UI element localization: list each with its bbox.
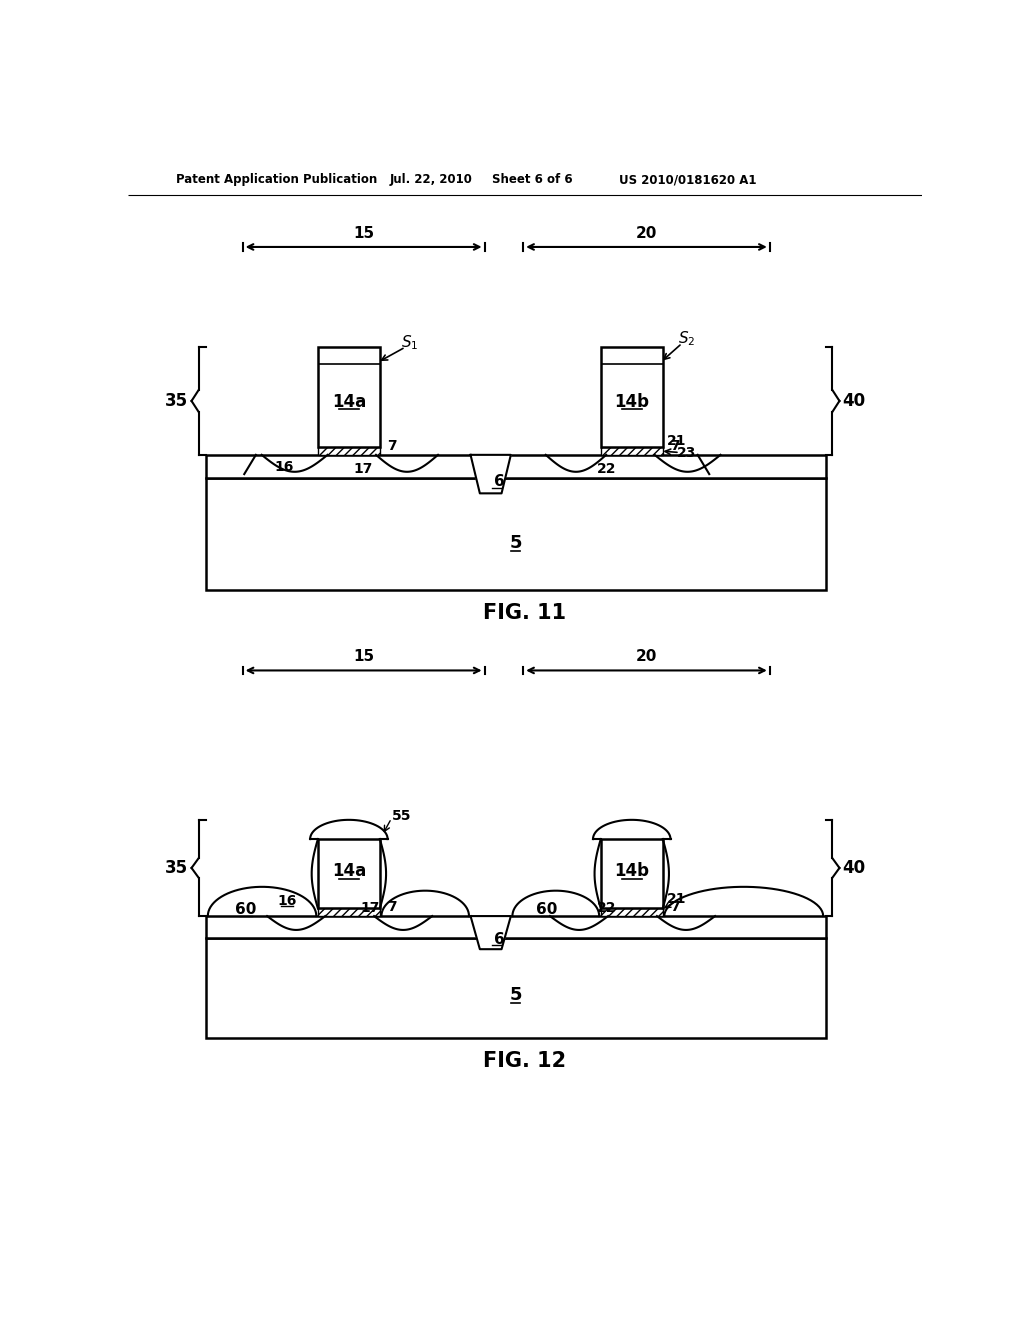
Bar	[601, 447, 663, 455]
Text: 17: 17	[360, 902, 380, 915]
Text: 20: 20	[636, 226, 657, 240]
Text: 16: 16	[278, 895, 297, 908]
Text: 7: 7	[388, 900, 397, 913]
Bar	[317, 840, 380, 908]
Text: Sheet 6 of 6: Sheet 6 of 6	[493, 173, 572, 186]
Text: 60: 60	[537, 903, 558, 917]
Bar	[601, 840, 663, 908]
Text: 60: 60	[236, 903, 256, 917]
Text: 17: 17	[353, 462, 373, 475]
Text: 40: 40	[843, 859, 865, 876]
Text: 16: 16	[274, 461, 294, 474]
Text: Patent Application Publication: Patent Application Publication	[176, 173, 377, 186]
Polygon shape	[471, 916, 511, 949]
Text: 7: 7	[671, 900, 680, 913]
Bar	[601, 908, 663, 916]
Text: 21: 21	[667, 434, 686, 447]
Text: 40: 40	[843, 392, 865, 411]
Text: 22: 22	[597, 462, 616, 475]
Text: 7: 7	[388, 438, 397, 453]
Text: 15: 15	[353, 649, 374, 664]
Text: 14a: 14a	[332, 393, 366, 411]
Bar	[206, 455, 825, 478]
Text: Jul. 22, 2010: Jul. 22, 2010	[390, 173, 473, 186]
Text: 21: 21	[667, 892, 686, 906]
Text: 15: 15	[353, 226, 374, 240]
Text: 35: 35	[165, 859, 188, 876]
Polygon shape	[471, 455, 511, 494]
Bar	[317, 447, 380, 455]
Bar	[317, 908, 380, 916]
Text: 22: 22	[597, 902, 616, 915]
Bar	[206, 937, 825, 1038]
Text: 14b: 14b	[614, 393, 649, 411]
Bar	[317, 347, 380, 447]
Bar	[601, 347, 663, 447]
Text: 6: 6	[494, 474, 505, 490]
Text: 14a: 14a	[332, 862, 366, 880]
Text: 35: 35	[165, 392, 188, 411]
Bar	[206, 916, 825, 937]
Text: 6: 6	[494, 932, 505, 946]
Text: 5: 5	[509, 986, 522, 1005]
Text: 20: 20	[636, 649, 657, 664]
Text: 23: 23	[677, 446, 696, 461]
Text: $S_1$: $S_1$	[400, 333, 418, 352]
Text: US 2010/0181620 A1: US 2010/0181620 A1	[620, 173, 757, 186]
Text: 55: 55	[391, 809, 411, 822]
Text: 7: 7	[671, 438, 680, 453]
Text: 14b: 14b	[614, 862, 649, 880]
Text: $S_2$: $S_2$	[678, 329, 695, 348]
Text: 5: 5	[509, 535, 522, 552]
Text: FIG. 11: FIG. 11	[483, 603, 566, 623]
Bar	[206, 478, 825, 590]
Text: FIG. 12: FIG. 12	[483, 1051, 566, 1071]
